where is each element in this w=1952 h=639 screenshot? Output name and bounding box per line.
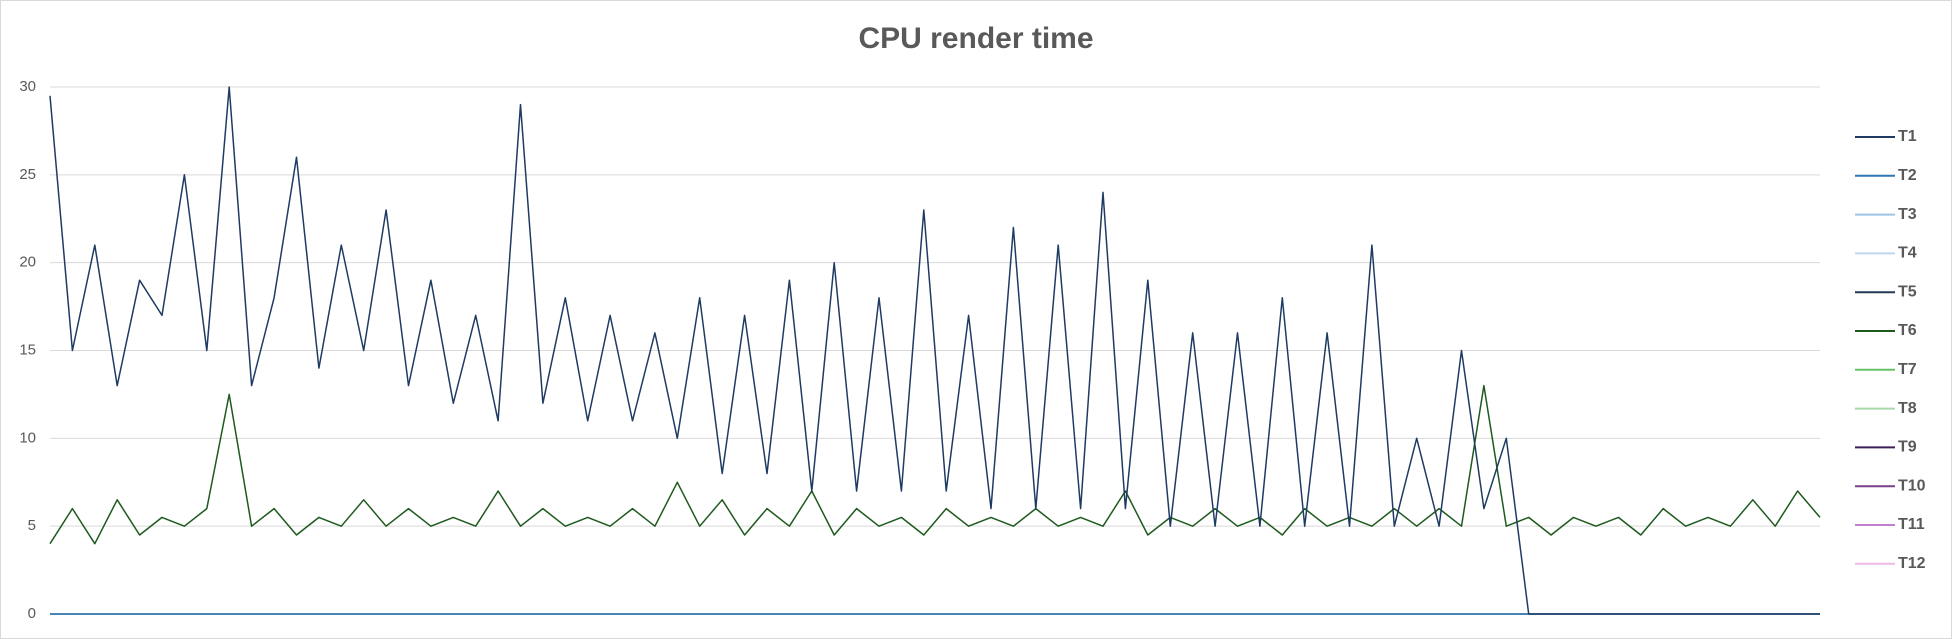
y-tick-label: 0 <box>28 605 36 622</box>
series-line <box>49 384 1821 545</box>
chart-title: CPU render time <box>858 22 1093 55</box>
legend-label: T3 <box>1898 206 1917 223</box>
y-tick-label: 10 <box>19 429 36 446</box>
y-tick-label: 5 <box>28 517 36 534</box>
y-tick-label: 20 <box>19 254 36 271</box>
y-tick-label: 30 <box>19 78 36 95</box>
legend-label: T11 <box>1898 516 1925 533</box>
series-line <box>49 86 1820 615</box>
legend-label: T5 <box>1898 283 1917 300</box>
legend-label: T8 <box>1898 400 1917 417</box>
legend-label: T2 <box>1898 167 1917 184</box>
legend-label: T6 <box>1898 322 1917 339</box>
legend-label: T1 <box>1898 128 1917 145</box>
y-tick-label: 15 <box>19 341 36 358</box>
y-tick-label: 25 <box>19 166 36 183</box>
legend-label: T10 <box>1898 477 1926 494</box>
legend-label: T12 <box>1898 555 1926 572</box>
legend-label: T4 <box>1898 245 1917 262</box>
legend-label: T7 <box>1898 361 1917 378</box>
legend-label: T9 <box>1898 439 1917 456</box>
